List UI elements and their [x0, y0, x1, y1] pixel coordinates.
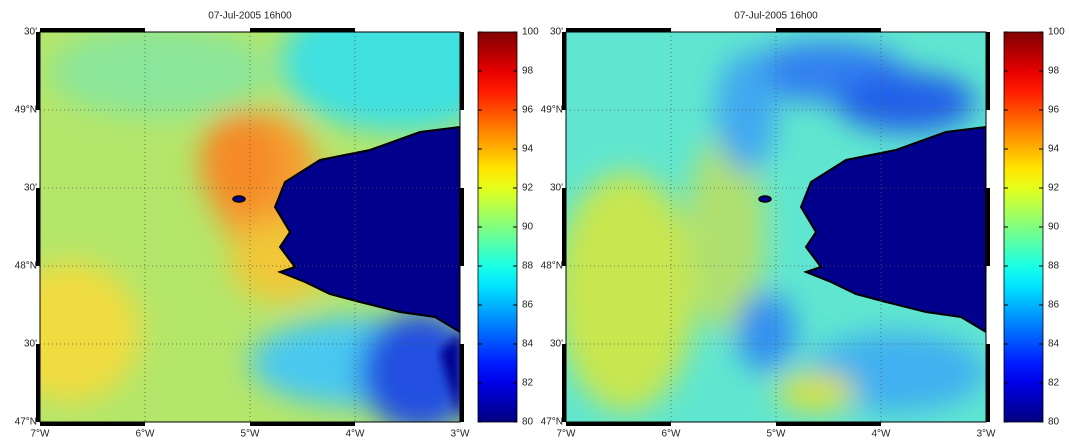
frame-bar — [566, 28, 671, 32]
colorbar-tick-label: 88 — [1048, 261, 1060, 272]
frame-bar — [566, 422, 671, 426]
y-tick-label: 30' — [24, 183, 37, 194]
y-tick-label: 47°N — [15, 417, 37, 428]
frame-bar — [460, 188, 464, 266]
frame-bar — [986, 344, 990, 422]
colorbar-tick-label: 82 — [1048, 378, 1060, 389]
colorbar-tick-label: 86 — [522, 300, 534, 311]
colorbar-tick-label: 84 — [1048, 339, 1060, 350]
x-tick-label: 4°W — [346, 429, 366, 440]
x-tick-label: 5°W — [241, 429, 261, 440]
colorbar-tick-label: 90 — [522, 222, 534, 233]
y-tick-label: 47°N — [541, 417, 563, 428]
frame-bar — [40, 422, 145, 426]
field-right — [566, 32, 986, 422]
frame-bar — [986, 188, 990, 266]
x-tick-label: 7°W — [31, 429, 51, 440]
x-tick-label: 6°W — [136, 429, 156, 440]
frame-bar — [36, 32, 40, 110]
y-tick-label: 30' — [24, 27, 37, 38]
y-tick-label: 30' — [550, 27, 563, 38]
colorbar — [1003, 31, 1044, 423]
x-tick-label: 5°W — [767, 429, 787, 440]
frame-bar — [562, 32, 566, 110]
colorbar — [477, 31, 518, 423]
colorbar-tick-label: 98 — [1048, 66, 1060, 77]
frame-bar — [562, 188, 566, 266]
x-tick-label: 3°W — [977, 429, 997, 440]
frame-bar — [250, 28, 355, 32]
y-tick-label: 30' — [24, 339, 37, 350]
x-tick-label: 6°W — [662, 429, 682, 440]
frame-bar — [250, 422, 355, 426]
frame-bar — [36, 344, 40, 422]
frame-bar — [460, 344, 464, 422]
colorbar-tick-label: 94 — [522, 144, 534, 155]
colorbar-tick-label: 92 — [1048, 183, 1060, 194]
colorbar-tick-label: 94 — [1048, 144, 1060, 155]
colorbar-tick-label: 82 — [522, 378, 534, 389]
colorbar-tick-label: 80 — [1048, 417, 1060, 428]
y-tick-label: 48°N — [541, 261, 563, 272]
chart-title: 07-Jul-2005 16h00 — [734, 11, 818, 22]
y-tick-label: 49°N — [541, 105, 563, 116]
field-left — [40, 32, 460, 422]
colorbar-tick-label: 100 — [522, 27, 539, 38]
x-tick-label: 7°W — [557, 429, 577, 440]
colorbar-tick-label: 98 — [522, 66, 534, 77]
colorbar-tick-label: 96 — [522, 105, 534, 116]
chart-title: 07-Jul-2005 16h00 — [208, 11, 292, 22]
y-tick-label: 30' — [550, 183, 563, 194]
y-tick-label: 30' — [550, 339, 563, 350]
colorbar-tick-label: 80 — [522, 417, 534, 428]
x-tick-label: 3°W — [451, 429, 471, 440]
frame-bar — [986, 32, 990, 110]
colorbar-tick-label: 90 — [1048, 222, 1060, 233]
frame-bar — [776, 28, 881, 32]
frame-bar — [460, 32, 464, 110]
frame-bar — [776, 422, 881, 426]
colorbar-tick-label: 92 — [522, 183, 534, 194]
y-tick-label: 49°N — [15, 105, 37, 116]
colorbar-tick-label: 100 — [1048, 27, 1065, 38]
frame-bar — [40, 28, 145, 32]
colorbar-tick-label: 86 — [1048, 300, 1060, 311]
frame-bar — [36, 188, 40, 266]
colorbar-tick-label: 84 — [522, 339, 534, 350]
y-tick-label: 48°N — [15, 261, 37, 272]
x-tick-label: 4°W — [872, 429, 892, 440]
colorbar-tick-label: 96 — [1048, 105, 1060, 116]
frame-bar — [562, 344, 566, 422]
colorbar-tick-label: 88 — [522, 261, 534, 272]
